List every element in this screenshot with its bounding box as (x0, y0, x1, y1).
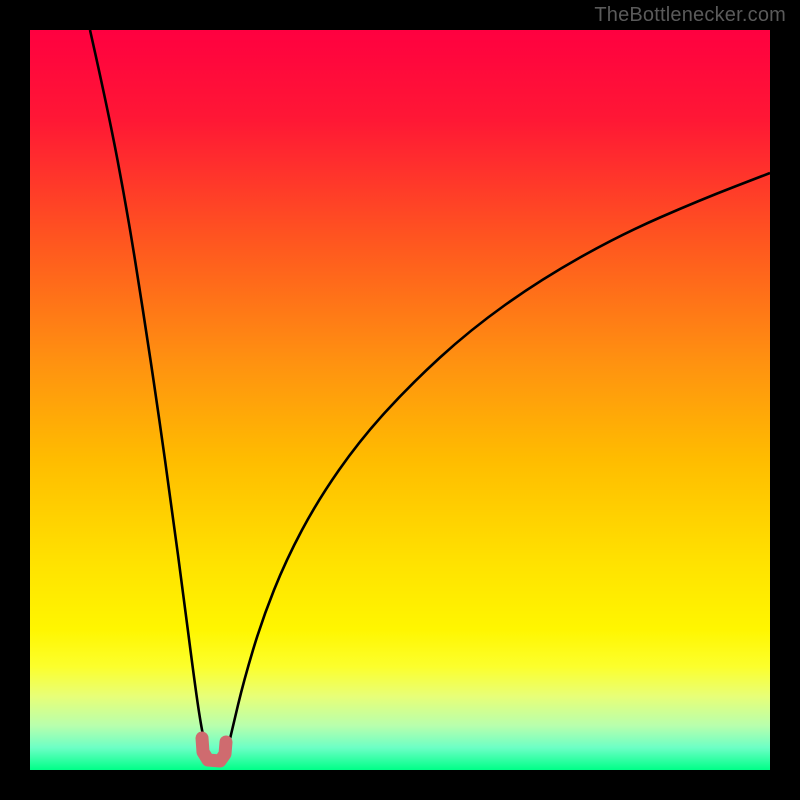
watermark-text: TheBottlenecker.com (594, 4, 786, 27)
curve-left (90, 30, 210, 760)
stage: TheBottlenecker.com (0, 0, 800, 800)
notch-marker (202, 738, 226, 761)
curve-right (225, 173, 770, 760)
plot-svg (30, 30, 770, 770)
